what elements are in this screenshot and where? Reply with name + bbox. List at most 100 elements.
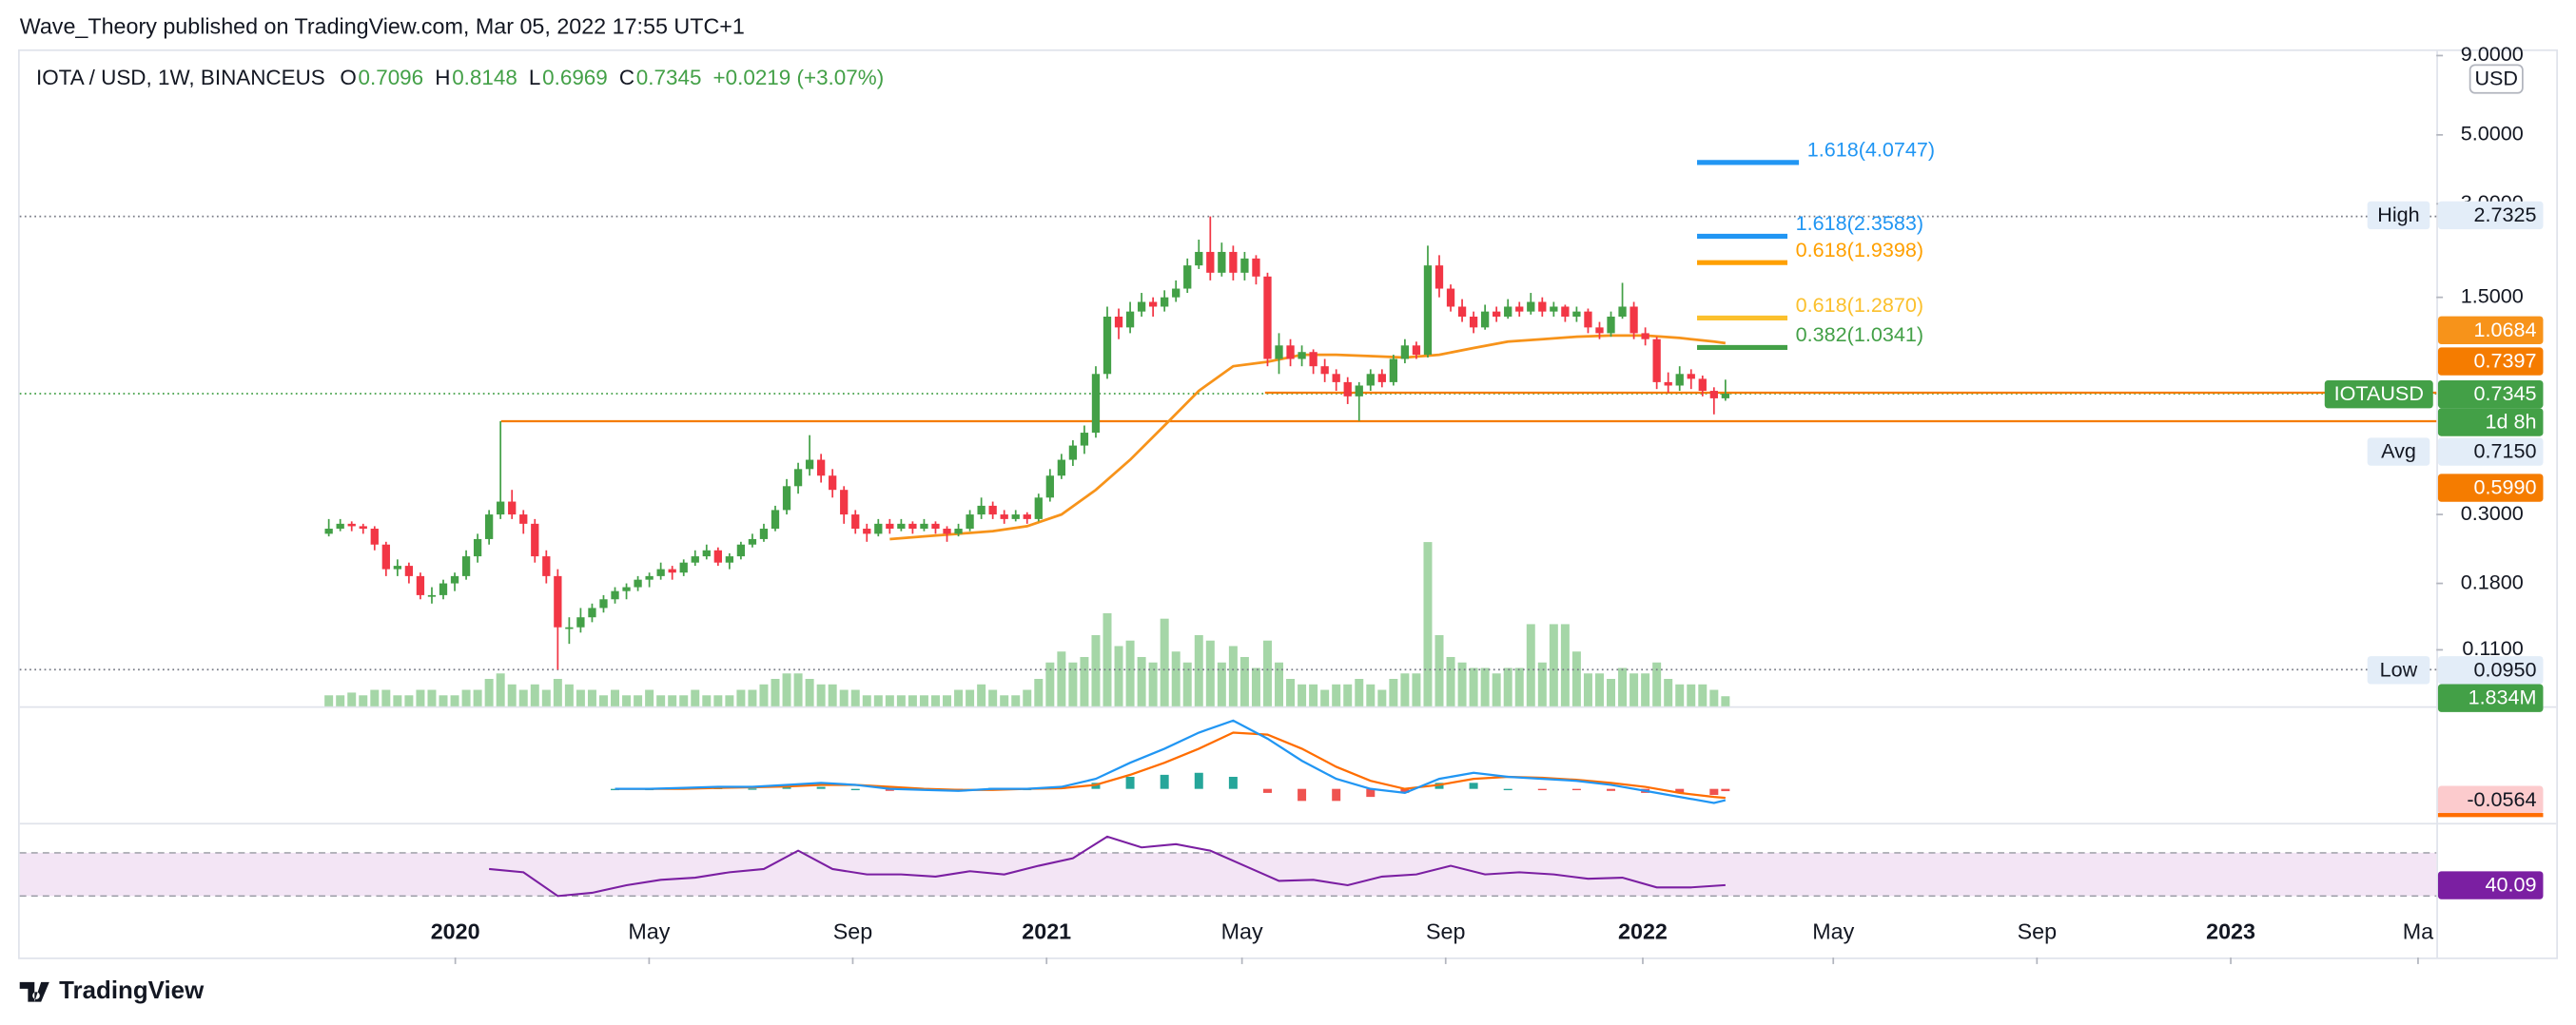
candle-body <box>793 469 803 487</box>
low-tag: Low <box>2380 657 2418 681</box>
x-tick-label: 2021 <box>1022 919 1071 943</box>
currency: USD <box>2474 67 2518 90</box>
candle-body <box>1332 374 1340 382</box>
macd-histogram <box>748 788 757 790</box>
volume-bar <box>1583 673 1592 706</box>
volume-bar <box>336 695 345 706</box>
candle-body <box>1011 514 1020 519</box>
candle-body <box>370 529 379 545</box>
candle-body <box>416 575 425 595</box>
candle-body <box>829 475 837 491</box>
volume-bar <box>1446 656 1455 706</box>
volume-bar <box>793 673 803 706</box>
candle-body <box>497 501 505 515</box>
candle-body <box>1400 345 1410 359</box>
volume-bar <box>324 695 334 706</box>
ma-value-bg <box>2437 316 2544 344</box>
candle-body <box>484 514 494 539</box>
candle-body <box>702 550 711 557</box>
candle-body <box>1240 258 1249 273</box>
candle-body <box>782 486 791 511</box>
candle-body <box>542 556 551 576</box>
volume-bar <box>725 695 734 706</box>
candle-body <box>473 538 482 557</box>
candle-body <box>1298 352 1306 359</box>
volume-bar <box>1125 640 1135 706</box>
volume-bar <box>850 689 860 706</box>
x-tick-label: 2023 <box>2206 919 2255 943</box>
x-tick-label: 2020 <box>431 919 480 943</box>
x-tick-label: May <box>1812 919 1854 943</box>
symbol-tag: IOTAUSD <box>2334 381 2424 405</box>
volume-bar <box>1194 634 1203 706</box>
candle-body <box>611 590 619 600</box>
candle-body <box>1195 251 1203 266</box>
candle-body <box>1206 251 1215 273</box>
macd-histogram <box>1228 776 1238 789</box>
volume-bar <box>1366 684 1376 706</box>
macd-histogram <box>1721 788 1730 792</box>
volume-bar <box>1480 667 1490 706</box>
volume-bar <box>1412 673 1421 706</box>
candle-body <box>645 575 654 580</box>
volume-bar <box>1114 646 1123 706</box>
volume-bar <box>564 684 574 706</box>
volume-bar <box>1389 679 1398 706</box>
candle-body <box>966 514 974 530</box>
volume-bar <box>598 695 608 706</box>
volume-bar <box>691 689 700 706</box>
currency-box <box>2469 64 2524 94</box>
volume-bar <box>1560 624 1570 706</box>
legend-ohlc-value: 0.6969 <box>542 66 608 89</box>
chart-frame <box>17 48 2559 959</box>
rsi-value: 40.09 <box>2486 873 2537 897</box>
y-tick-label: 5.0000 <box>2461 122 2524 145</box>
macd-line <box>615 719 1727 804</box>
avg-value-bg <box>2437 437 2544 466</box>
volume-bar <box>782 673 791 706</box>
candle-body <box>1721 394 1730 398</box>
volume-bar <box>839 689 849 706</box>
candle-body <box>508 501 517 515</box>
symbol-tag-bg <box>2324 379 2433 409</box>
volume-bar <box>496 673 505 706</box>
countdown: 1d 8h <box>2486 410 2537 434</box>
candle-body <box>1057 459 1066 476</box>
candle-body <box>1434 265 1444 289</box>
candle-body <box>1538 301 1547 312</box>
candle-body <box>863 529 871 534</box>
volume-bar <box>622 695 632 706</box>
volume-bar <box>885 695 894 706</box>
candle-body <box>1355 385 1363 396</box>
macd-histogram <box>611 788 620 791</box>
volume-bar <box>656 695 666 706</box>
legend-ohlc-value: 0.7096 <box>359 66 424 89</box>
candle-body <box>931 523 940 530</box>
fib-label: 1.618(4.0747) <box>1807 138 1935 162</box>
volume-bar <box>919 695 928 706</box>
high-value: 2.7325 <box>2474 203 2537 226</box>
volume-bar <box>1503 667 1512 706</box>
volume-bar <box>634 695 643 706</box>
candle-body <box>1618 306 1627 318</box>
candle-body <box>1652 338 1661 382</box>
candle-body <box>954 529 963 534</box>
high-value-bg <box>2437 201 2544 230</box>
candle-body <box>988 505 997 515</box>
candle-body <box>1572 311 1581 318</box>
candle-body <box>920 523 928 530</box>
volume-bar <box>873 695 883 706</box>
candle-body <box>450 575 459 584</box>
level-value-bg <box>2437 474 2544 502</box>
candle-body <box>908 523 917 530</box>
volume-bar <box>862 695 871 706</box>
candle-body <box>874 523 883 534</box>
volume-bar <box>930 695 940 706</box>
y-tick-label: 0.1800 <box>2461 570 2524 593</box>
volume-bar <box>370 689 380 706</box>
volume-bar <box>702 695 712 706</box>
volume-bar <box>1332 684 1341 706</box>
candle-body <box>691 556 699 563</box>
legend-ohlc-name: H <box>435 66 450 89</box>
close-value-bg <box>2437 379 2544 409</box>
